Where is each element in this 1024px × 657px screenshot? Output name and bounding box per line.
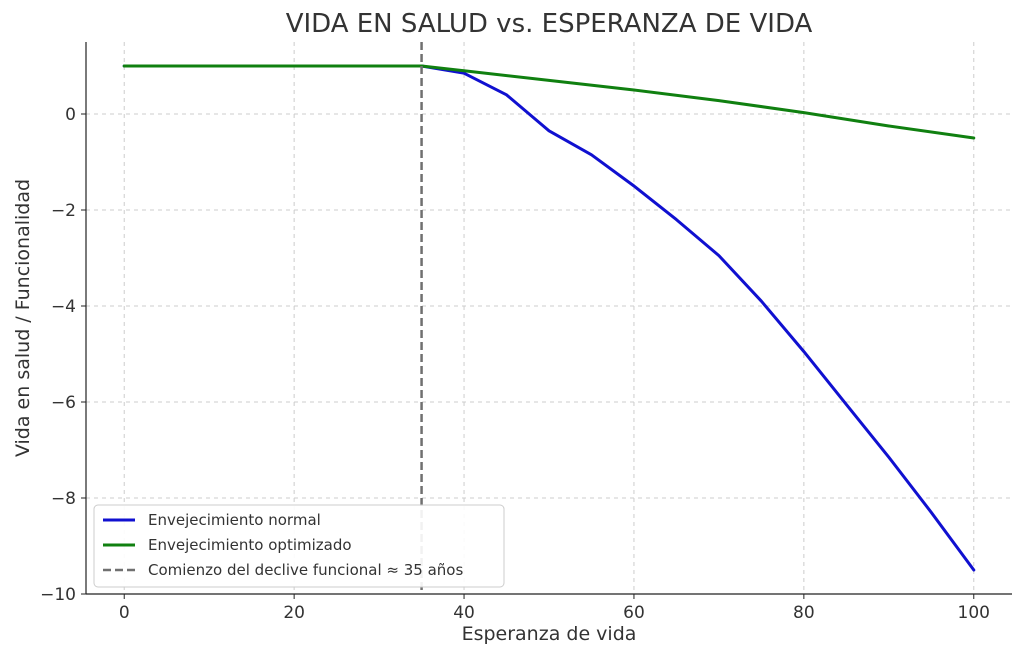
x-tick-label-0: 0 bbox=[119, 603, 130, 623]
y-tick-label-2: −6 bbox=[51, 393, 76, 413]
x-tick-label-5: 100 bbox=[958, 603, 990, 623]
x-tick-label-2: 40 bbox=[453, 603, 475, 623]
y-tick-label-1: −8 bbox=[51, 489, 76, 509]
legend-label-reference: Comienzo del declive funcional ≈ 35 años bbox=[148, 561, 463, 579]
legend-box bbox=[93, 504, 505, 588]
plot-area bbox=[122, 42, 976, 594]
x-tick-label-3: 60 bbox=[623, 603, 645, 623]
y-tick-label-3: −4 bbox=[51, 297, 76, 317]
x-tick-label-4: 80 bbox=[793, 603, 815, 623]
x-axis-ticks: 0 20 40 60 80 100 bbox=[119, 594, 990, 623]
y-tick-label-4: −2 bbox=[51, 201, 76, 221]
grid bbox=[86, 42, 1012, 595]
legend: Envejecimiento normal Envejecimiento opt… bbox=[93, 504, 505, 588]
y-tick-label-5: 0 bbox=[65, 105, 76, 125]
legend-label-normal: Envejecimiento normal bbox=[148, 511, 321, 529]
x-axis-label: Esperanza de vida bbox=[462, 623, 637, 645]
axes bbox=[85, 42, 1012, 595]
chart-title: VIDA EN SALUD vs. ESPERANZA DE VIDA bbox=[286, 9, 813, 39]
y-axis-label: Vida en salud / Funcionalidad bbox=[12, 179, 34, 457]
series-line-1 bbox=[122, 64, 976, 140]
x-tick-label-1: 20 bbox=[283, 603, 305, 623]
y-axis-ticks: −10 −8 −6 −4 −2 0 bbox=[40, 105, 86, 605]
y-tick-label-0: −10 bbox=[40, 585, 76, 605]
legend-label-optimized: Envejecimiento optimizado bbox=[148, 536, 352, 554]
